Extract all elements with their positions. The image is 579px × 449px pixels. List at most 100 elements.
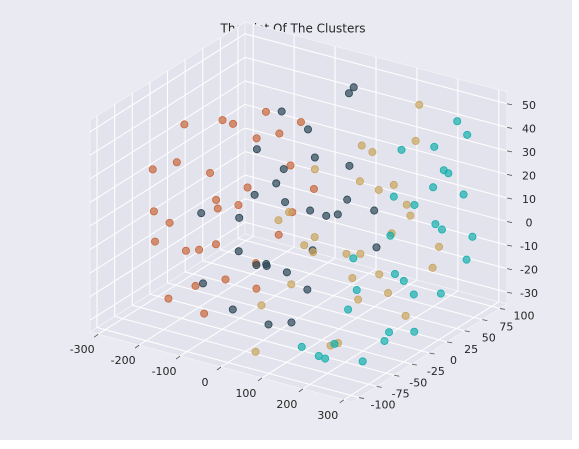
point	[262, 261, 271, 270]
point	[355, 177, 364, 186]
point	[300, 241, 309, 250]
point	[372, 243, 381, 252]
point	[206, 168, 215, 177]
y-tick-label: 0	[450, 354, 457, 367]
x-tick	[134, 344, 140, 349]
z-tick	[506, 197, 513, 200]
point	[409, 290, 418, 299]
point	[213, 204, 222, 213]
point	[309, 248, 318, 257]
point	[235, 213, 244, 222]
point	[374, 185, 383, 194]
point	[180, 120, 189, 129]
point	[251, 347, 260, 356]
point	[181, 246, 190, 255]
x-tick	[175, 355, 181, 360]
z-tick-label: -20	[520, 264, 538, 277]
point	[310, 153, 319, 162]
z-tick-label: 10	[522, 193, 536, 206]
point	[195, 245, 204, 254]
point	[286, 161, 295, 170]
point	[368, 148, 377, 157]
point	[297, 342, 306, 351]
point	[439, 166, 448, 175]
point	[252, 261, 261, 270]
point	[296, 118, 305, 127]
point	[191, 281, 200, 290]
z-tick	[506, 150, 513, 153]
grid-line	[149, 293, 413, 365]
grid-line	[89, 33, 246, 133]
point	[348, 274, 357, 283]
grid-line	[96, 327, 360, 399]
z-tick	[506, 244, 513, 247]
point	[354, 295, 363, 304]
point	[397, 145, 406, 154]
point	[429, 183, 438, 192]
point	[228, 305, 237, 314]
point	[252, 134, 261, 143]
grid-line	[184, 271, 448, 343]
x-tick-label: -200	[111, 354, 136, 367]
point	[399, 276, 408, 285]
z-tick-label: 20	[522, 169, 536, 182]
point	[385, 328, 394, 337]
point	[370, 206, 379, 215]
grid-line	[237, 237, 501, 309]
point	[390, 269, 399, 278]
x-tick	[93, 333, 99, 338]
point	[411, 136, 420, 145]
y-tick-label: -100	[371, 399, 396, 412]
point	[389, 180, 398, 189]
y-tick	[376, 386, 382, 388]
y-tick-label: 75	[499, 321, 513, 334]
grid-line	[132, 304, 395, 376]
point	[431, 220, 440, 229]
point	[402, 200, 411, 209]
point	[212, 195, 221, 204]
point	[344, 89, 353, 98]
point	[406, 211, 415, 220]
grid-line	[114, 315, 377, 387]
point	[428, 263, 437, 272]
point	[415, 100, 424, 109]
point	[200, 309, 209, 318]
point	[352, 286, 361, 295]
point	[199, 279, 208, 288]
z-tick-label: -30	[520, 287, 538, 300]
x-tick	[257, 377, 263, 382]
z-tick	[506, 221, 513, 223]
y-tick	[464, 330, 470, 333]
y-tick-label: -25	[427, 365, 445, 378]
point	[243, 183, 252, 192]
point	[349, 83, 358, 92]
x-tick-label: 100	[235, 387, 256, 400]
point	[148, 165, 157, 174]
point	[306, 206, 315, 215]
point	[314, 351, 323, 360]
point	[389, 192, 398, 201]
grid-line	[244, 221, 508, 293]
z-tick-label: -10	[520, 240, 538, 253]
grid-line	[89, 56, 246, 156]
point	[468, 232, 477, 241]
y-tick-label: -50	[409, 376, 427, 389]
point	[357, 141, 366, 150]
point	[287, 280, 296, 289]
y-tick	[411, 363, 417, 366]
point	[453, 117, 462, 126]
point	[375, 270, 384, 279]
point	[322, 211, 331, 220]
grid-line	[244, 33, 508, 105]
y-tick-label: 50	[482, 332, 496, 345]
z-tick	[506, 291, 513, 294]
x-tick	[339, 399, 345, 404]
y-tick-label: 25	[464, 343, 478, 356]
point	[459, 190, 468, 199]
z-tick-label: 50	[522, 99, 536, 112]
y-tick	[394, 374, 400, 377]
y-tick	[447, 341, 453, 344]
point	[218, 116, 227, 125]
point	[264, 320, 273, 329]
